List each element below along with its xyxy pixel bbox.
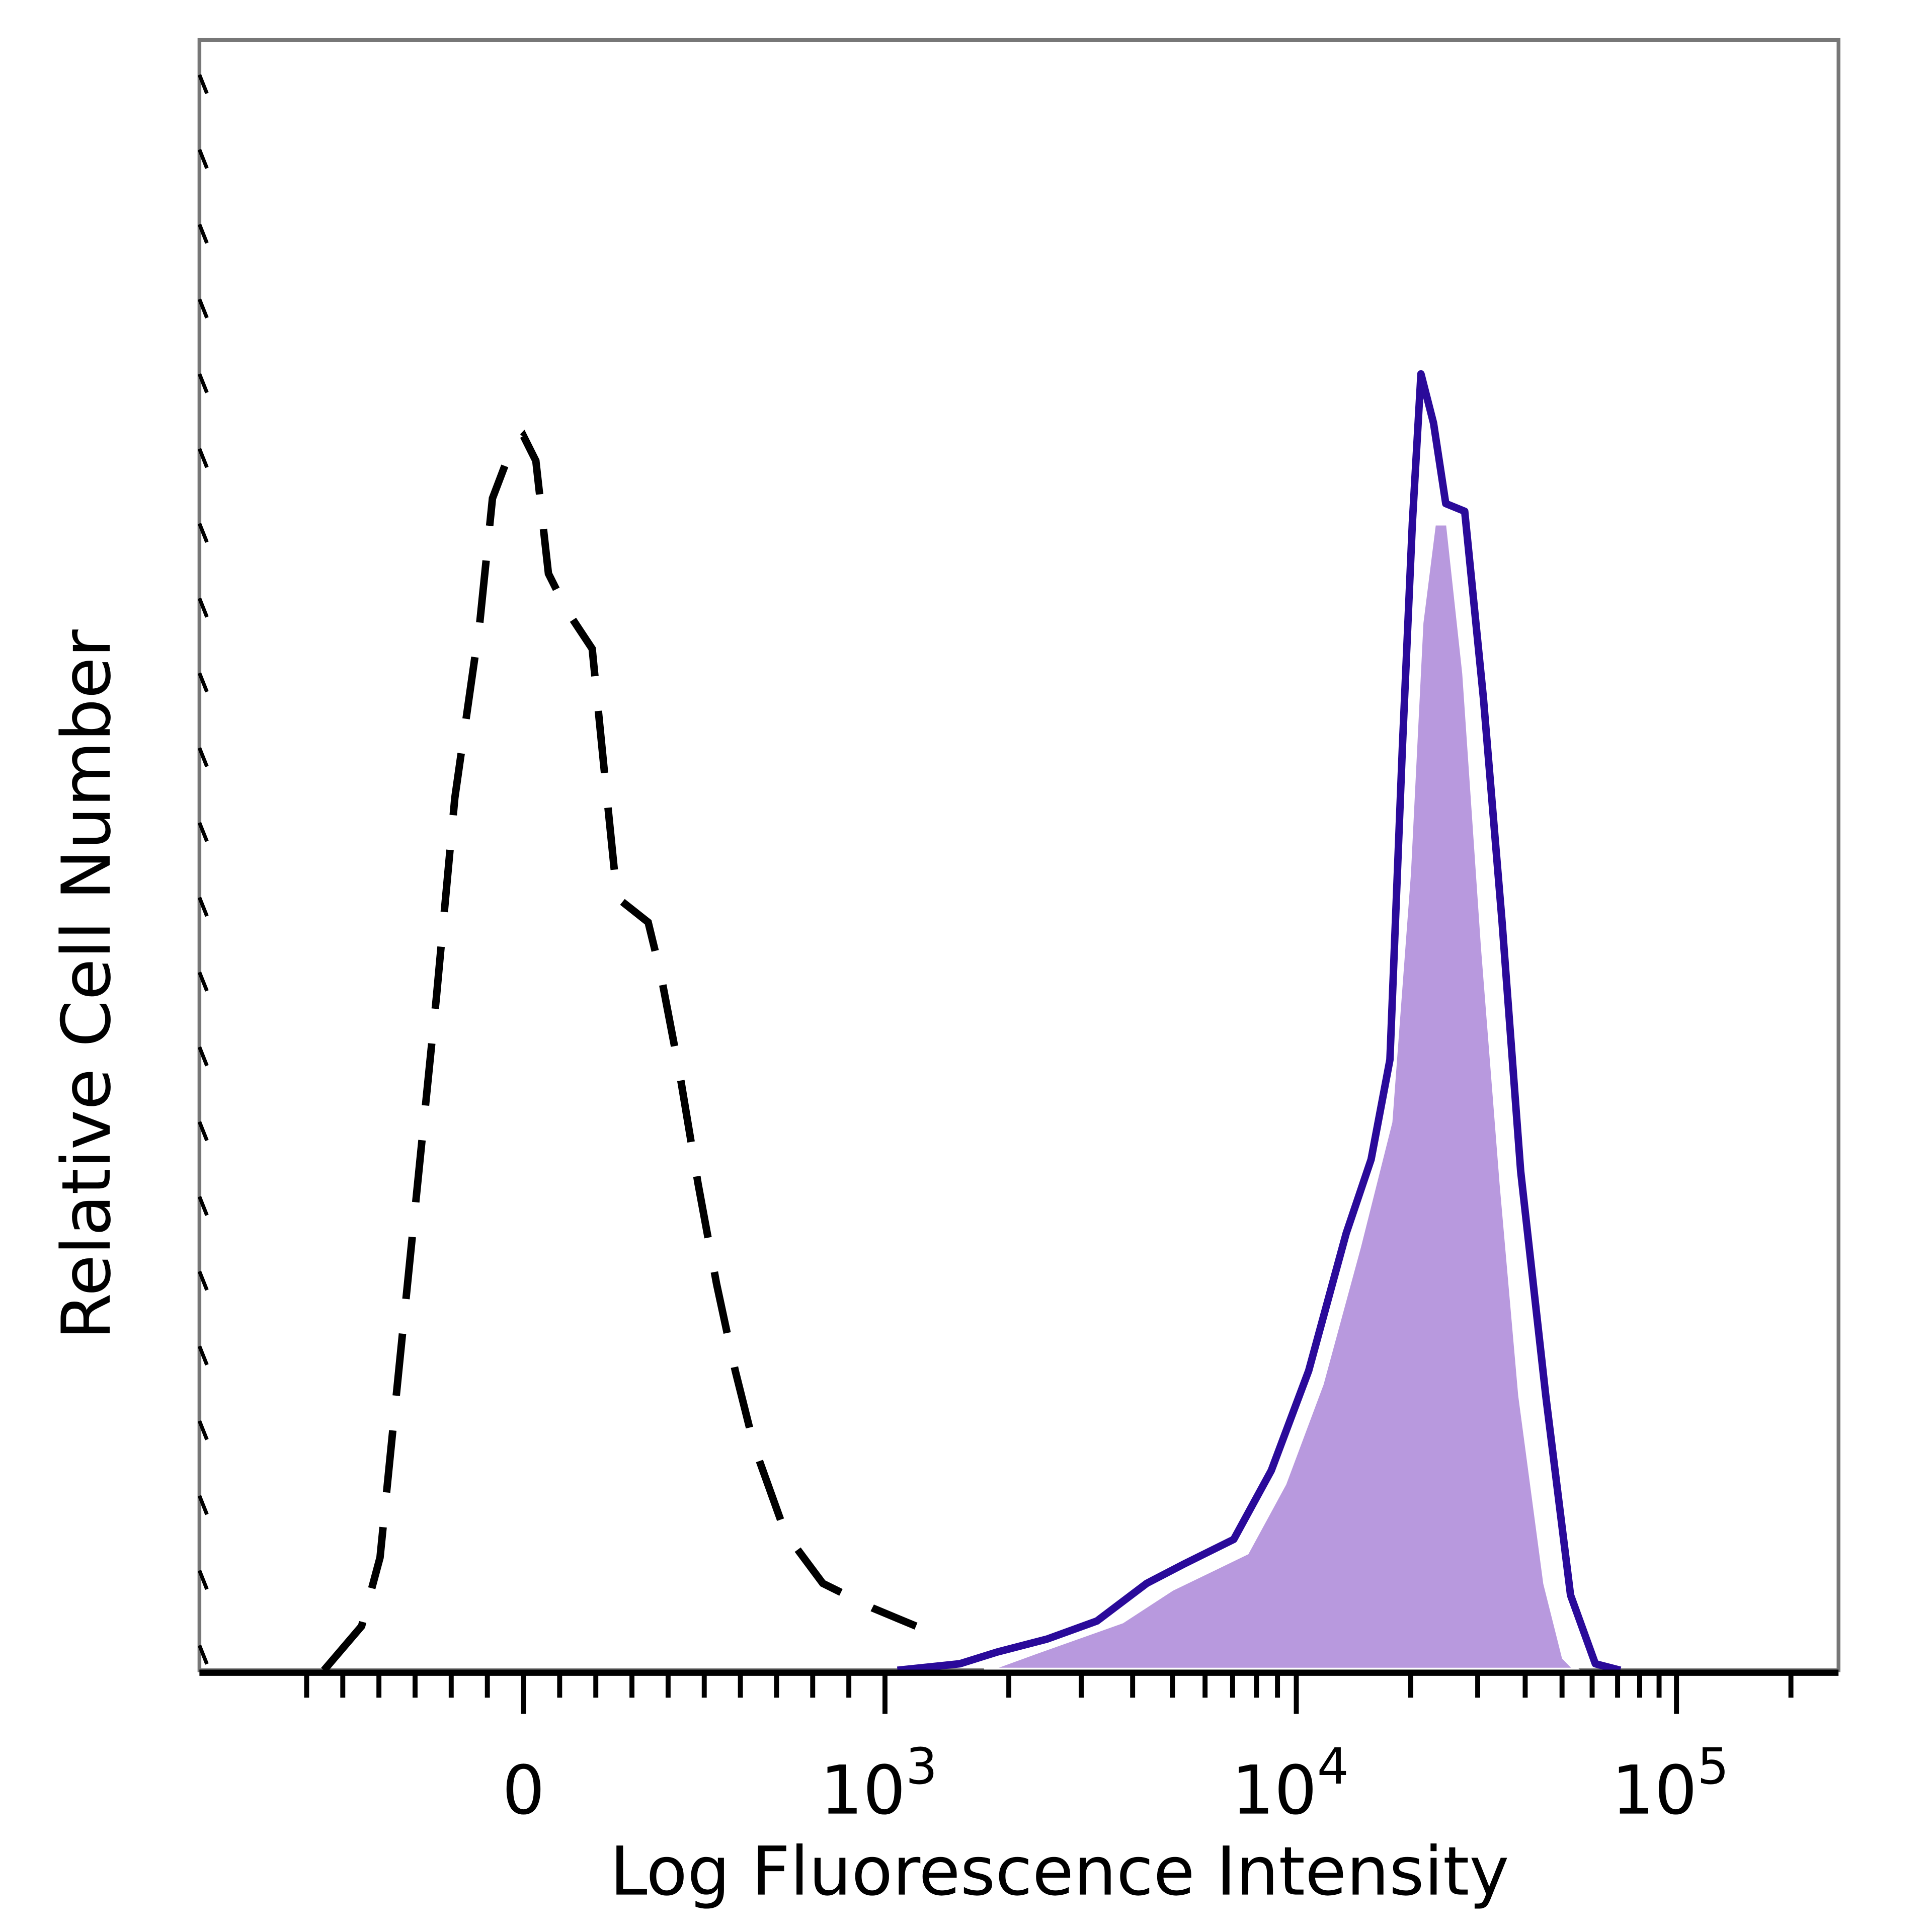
y-tick [197,74,209,95]
y-tick [197,448,209,468]
x-tick-base: 10 [820,1751,906,1830]
x-tick-base: 10 [1612,1751,1697,1830]
y-tick [197,1420,209,1440]
control-histogram-dashed [321,430,918,1673]
stained-histogram-fill [984,520,1583,1673]
stained-histogram-outline [897,370,1622,1674]
y-axis-label: Relative Cell Number [47,629,126,1340]
x-tick-exponent: 5 [1697,1738,1729,1796]
y-tick [197,597,209,618]
x-tick-base: 0 [502,1751,545,1830]
x-tick-base: 10 [1231,1751,1317,1830]
y-tick [197,373,209,393]
y-tick [197,148,209,169]
x-tick-label: 0 [502,1751,545,1830]
x-axis-label: Log Fluorescence Intensity [610,1832,1509,1911]
y-tick [197,1121,209,1142]
y-tick [197,1195,209,1216]
y-tick [197,1644,209,1665]
x-tick-exponent: 4 [1317,1738,1349,1796]
x-tick-label: 104 [1231,1738,1348,1829]
y-tick [197,223,209,244]
y-tick [197,1570,209,1590]
y-tick [197,822,209,842]
x-tick-exponent: 3 [906,1738,937,1796]
y-tick [197,1345,209,1366]
y-tick [197,897,209,917]
y-tick [197,298,209,319]
y-tick [197,972,209,992]
y-tick [197,1495,209,1515]
y-tick [197,747,209,767]
plot-frame [197,38,1840,1672]
y-tick [197,523,209,543]
y-tick [197,672,209,693]
x-tick-label: 105 [1612,1738,1729,1829]
x-tick-label: 103 [820,1738,937,1829]
y-tick [197,1046,209,1067]
y-tick [197,1270,209,1291]
